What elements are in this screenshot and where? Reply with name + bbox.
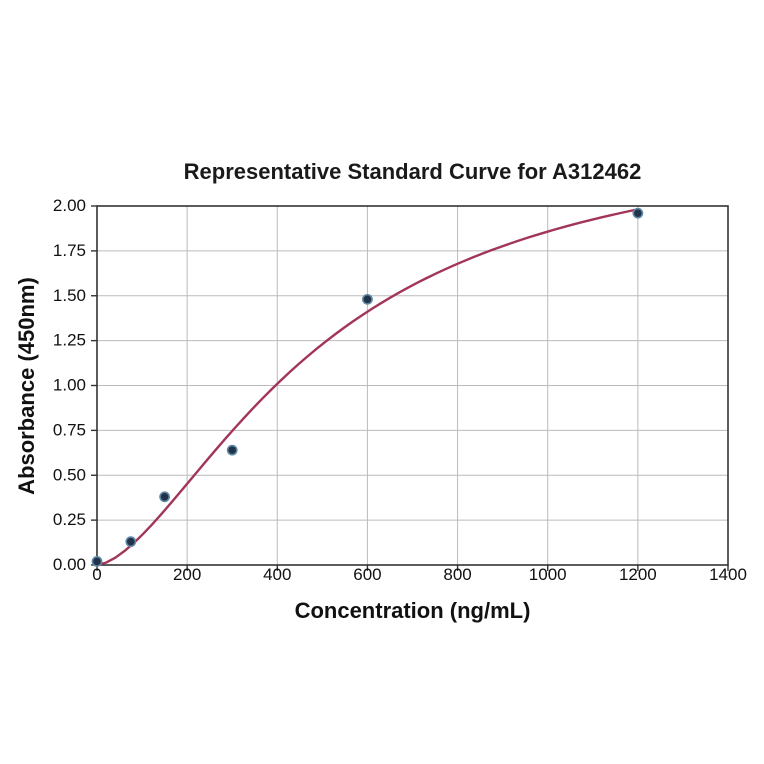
svg-text:0.25: 0.25 — [53, 510, 86, 529]
svg-text:1000: 1000 — [529, 565, 567, 584]
svg-text:1400: 1400 — [709, 565, 747, 584]
svg-text:800: 800 — [443, 565, 471, 584]
svg-text:0.00: 0.00 — [53, 555, 86, 574]
svg-text:0.50: 0.50 — [53, 465, 86, 484]
svg-text:200: 200 — [173, 565, 201, 584]
svg-text:1200: 1200 — [619, 565, 657, 584]
svg-text:1.50: 1.50 — [53, 286, 86, 305]
svg-text:600: 600 — [353, 565, 381, 584]
svg-text:1.75: 1.75 — [53, 241, 86, 260]
svg-text:0.75: 0.75 — [53, 420, 86, 439]
svg-text:1.25: 1.25 — [53, 331, 86, 350]
svg-text:400: 400 — [263, 565, 291, 584]
svg-text:2.00: 2.00 — [53, 196, 86, 215]
svg-text:1.00: 1.00 — [53, 376, 86, 395]
svg-text:0: 0 — [92, 565, 101, 584]
